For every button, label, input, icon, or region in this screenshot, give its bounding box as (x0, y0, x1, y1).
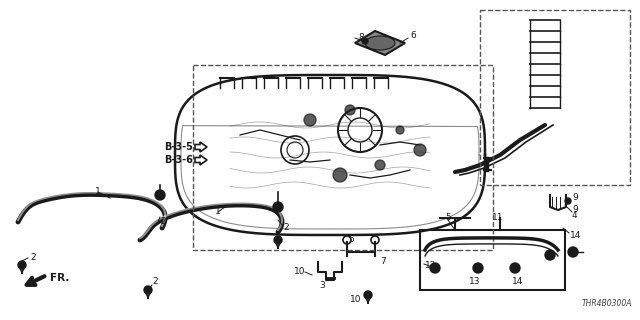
Circle shape (545, 250, 555, 260)
Text: FR.: FR. (50, 273, 69, 283)
Text: 9: 9 (572, 205, 578, 214)
Text: 5: 5 (348, 236, 354, 244)
Circle shape (430, 263, 440, 273)
Text: 8: 8 (358, 34, 364, 43)
Text: 7: 7 (380, 258, 386, 267)
Bar (420, 230, 565, 290)
Text: B-3-6: B-3-6 (164, 155, 193, 165)
Text: 1: 1 (95, 188, 101, 196)
Ellipse shape (365, 36, 395, 50)
Text: 10: 10 (294, 268, 305, 276)
Polygon shape (355, 31, 405, 55)
FancyArrow shape (195, 155, 207, 165)
Circle shape (568, 247, 578, 257)
Circle shape (144, 286, 152, 294)
Text: 2: 2 (160, 218, 166, 227)
Circle shape (18, 261, 26, 269)
Text: 14: 14 (570, 230, 581, 239)
Circle shape (375, 160, 385, 170)
Text: 2: 2 (30, 253, 36, 262)
Circle shape (510, 263, 520, 273)
Text: 14: 14 (512, 277, 524, 286)
Circle shape (362, 38, 368, 44)
Circle shape (364, 291, 372, 299)
Circle shape (155, 190, 165, 200)
Circle shape (414, 144, 426, 156)
Text: 2: 2 (283, 223, 289, 233)
FancyArrow shape (195, 142, 207, 152)
Bar (193, 65, 493, 250)
Text: 11: 11 (492, 213, 504, 222)
Circle shape (274, 236, 282, 244)
Text: 3: 3 (319, 281, 325, 290)
Text: 1: 1 (215, 207, 221, 217)
Circle shape (333, 168, 347, 182)
Bar (480, 10, 630, 185)
Circle shape (396, 126, 404, 134)
Circle shape (565, 198, 571, 204)
Text: THR4B0300A: THR4B0300A (582, 299, 632, 308)
Circle shape (304, 114, 316, 126)
Text: 4: 4 (572, 211, 578, 220)
Circle shape (273, 202, 283, 212)
Text: 2: 2 (152, 277, 157, 286)
Text: 6: 6 (410, 31, 416, 41)
Text: B-3-5: B-3-5 (164, 142, 193, 152)
Text: 10: 10 (350, 295, 362, 305)
Text: 13: 13 (469, 277, 481, 286)
Text: 5: 5 (445, 213, 451, 222)
Circle shape (345, 105, 355, 115)
Text: 12: 12 (425, 260, 436, 269)
Circle shape (473, 263, 483, 273)
Text: 9: 9 (572, 194, 578, 203)
